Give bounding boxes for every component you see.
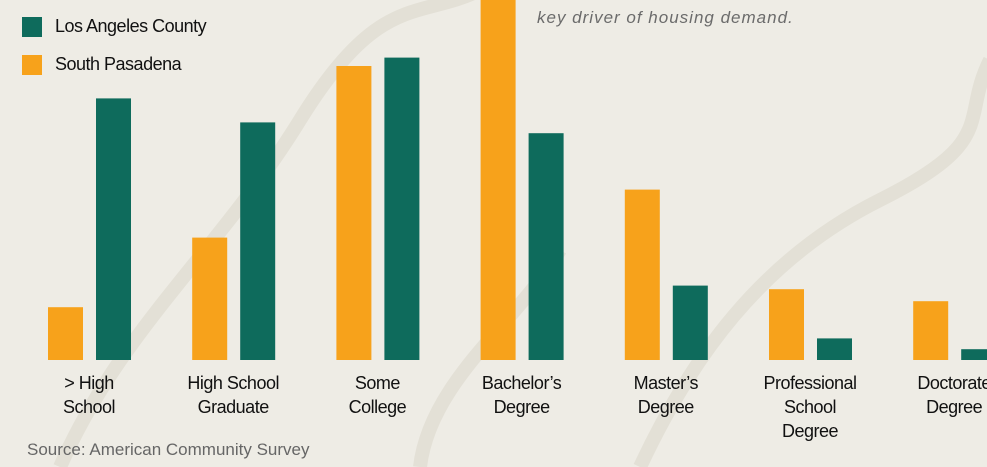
x-tick-label: Master’s Degree xyxy=(606,371,726,419)
bar xyxy=(240,122,275,360)
bar xyxy=(48,307,83,360)
legend-label: South Pasadena xyxy=(55,54,181,75)
bar xyxy=(384,58,419,360)
bar xyxy=(481,0,516,360)
x-tick-label: High School Graduate xyxy=(173,371,293,419)
bar xyxy=(913,301,948,360)
annotation: key driver of housing demand. xyxy=(537,8,794,28)
x-tick-label: Some College xyxy=(317,371,437,419)
legend-swatch xyxy=(22,17,42,37)
x-tick-label: > High School xyxy=(29,371,149,419)
x-tick-label: Doctorate Degree xyxy=(894,371,987,419)
bar xyxy=(769,289,804,360)
legend-swatch xyxy=(22,55,42,75)
bar xyxy=(96,98,131,360)
legend-label: Los Angeles County xyxy=(55,16,206,37)
bar xyxy=(961,349,987,360)
bar xyxy=(625,190,660,360)
chart: key driver of housing demand. Source: Am… xyxy=(0,0,987,467)
bar xyxy=(192,238,227,360)
source-note: Source: American Community Survey xyxy=(27,440,310,460)
x-tick-label: Professional School Degree xyxy=(750,371,870,443)
bar xyxy=(336,66,371,360)
bar xyxy=(529,133,564,360)
bar xyxy=(673,286,708,360)
bar xyxy=(817,338,852,360)
x-tick-label: Bachelor’s Degree xyxy=(462,371,582,419)
